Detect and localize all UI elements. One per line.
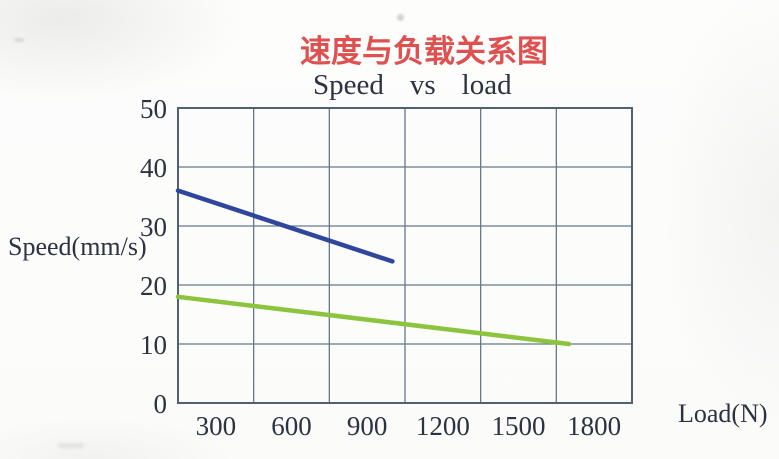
subtitle-word-load: load bbox=[461, 69, 512, 101]
x-tick-label: 1500 bbox=[491, 411, 546, 441]
x-axis-label: Load(N) bbox=[678, 399, 768, 428]
x-tick-label: 300 bbox=[195, 411, 237, 441]
chart-title-chinese: 速度与负载关系图 bbox=[300, 34, 548, 69]
x-tick-label: 1200 bbox=[415, 411, 470, 441]
x-tick-label: 1800 bbox=[567, 411, 622, 441]
y-axis-label: Speed(mm/s) bbox=[8, 232, 147, 261]
y-tick-label: 40 bbox=[140, 153, 167, 183]
y-tick-label: 30 bbox=[140, 212, 167, 242]
lower-green-line bbox=[175, 294, 572, 347]
y-tick-label: 0 bbox=[153, 389, 168, 419]
scan-artifact-dot bbox=[397, 14, 404, 21]
chart-subtitle-english: Speed vs load bbox=[313, 70, 512, 100]
subtitle-word-speed: Speed bbox=[313, 69, 384, 101]
y-tick-label: 20 bbox=[140, 271, 167, 301]
scan-artifact-smudge bbox=[58, 443, 84, 448]
upper-blue-line bbox=[175, 188, 395, 264]
y-tick-label: 50 bbox=[140, 94, 167, 124]
x-tick-label: 600 bbox=[271, 411, 312, 441]
scan-artifact-mark bbox=[14, 38, 24, 42]
y-tick-label: 10 bbox=[140, 330, 167, 360]
plot-border bbox=[177, 107, 633, 404]
subtitle-word-vs: vs bbox=[409, 69, 436, 101]
x-tick-label: 900 bbox=[346, 411, 388, 441]
